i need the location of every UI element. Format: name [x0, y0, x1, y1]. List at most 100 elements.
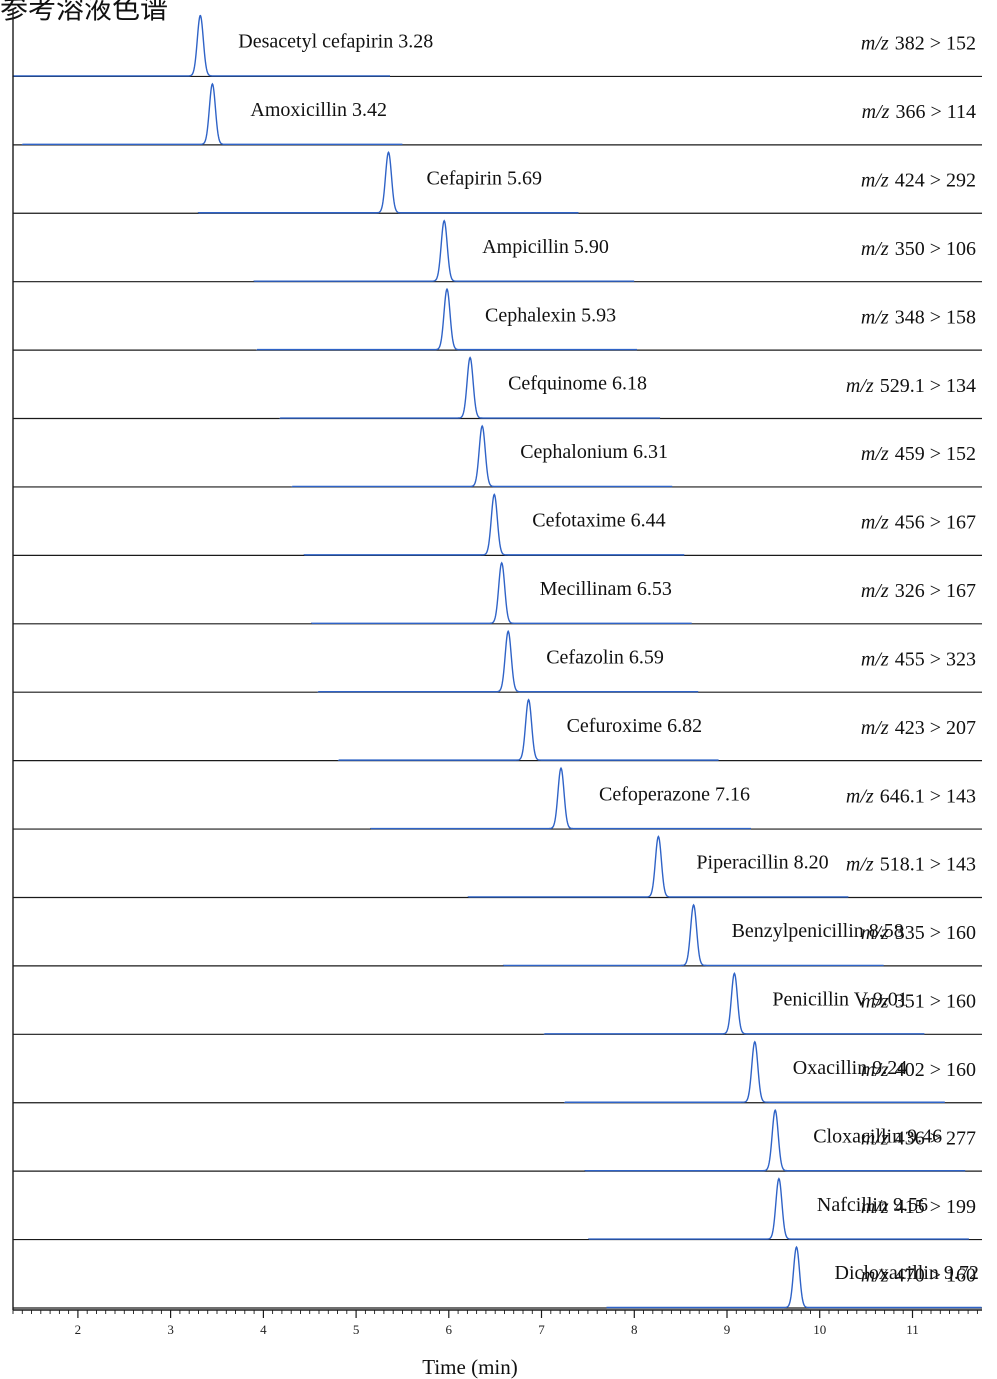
transition-value: 382 > 152 [895, 33, 976, 55]
signal-trace [588, 1177, 969, 1240]
transition-label: m/z 335 > 160 [861, 922, 976, 944]
signal-trace [337, 698, 719, 761]
signal-trace [317, 629, 699, 693]
chromatogram-panel: Cefazolin 6.59 m/z 455 > 323 [13, 629, 982, 693]
mz-prefix: m/z [861, 238, 889, 260]
chromatogram-panel: Cefquinome 6.18 m/z 529.1 > 134 [13, 356, 982, 420]
compound-label: Cefapirin 5.69 [427, 168, 543, 190]
signal-trace [584, 1108, 966, 1172]
signal-trace [606, 1245, 982, 1309]
chromatogram-panels: Desacetyl cefapirin 3.28 m/z 382 > 152 Amox… [12, 10, 982, 1310]
compound-label: Oxacillin 9.24 [793, 1057, 907, 1079]
transition-label: m/z 326 > 167 [861, 580, 976, 602]
transition-label: m/z 351 > 160 [861, 991, 976, 1013]
signal-trace [12, 14, 390, 77]
time-axis: 2 3 4 5 6 7 8 9 10 11 [12, 1309, 982, 1337]
chromatogram-panel: Nafcillin 9.56m/z 415 > 199 [13, 1177, 982, 1241]
compound-label: Nafcillin 9.56 [817, 1194, 928, 1216]
x-tick-label: 5 [353, 1322, 360, 1337]
chromatogram-panel: Cephalonium 6.31 m/z 459 > 152 [13, 424, 982, 488]
mz-prefix: m/z [846, 854, 874, 876]
compound-label: Cephalexin 5.93 [485, 304, 616, 326]
mz-prefix: m/z [861, 1264, 889, 1286]
chromatogram-panel: Cloxacillin 9.46m/z 436 > 277 [13, 1108, 982, 1172]
transition-value: 529.1 > 134 [880, 375, 976, 397]
chromatogram-panel: Dicloxacillin 9.72m/z 470 > 160 [13, 1245, 982, 1309]
x-tick-label: 9 [724, 1322, 731, 1337]
x-tick-label: 4 [260, 1322, 267, 1337]
transition-value: 348 > 158 [895, 306, 976, 328]
signal-trace [502, 903, 884, 967]
mz-prefix: m/z [861, 1059, 889, 1081]
mz-prefix: m/z [861, 1127, 889, 1149]
mz-prefix: m/z [861, 1196, 889, 1218]
mz-prefix: m/z [846, 375, 874, 397]
transition-value: 646.1 > 143 [880, 785, 976, 807]
transition-label: m/z 402 > 160 [861, 1059, 976, 1081]
transition-label: m/z 424 > 292 [861, 170, 976, 192]
x-tick-label: 6 [446, 1322, 453, 1337]
transition-label: m/z 455 > 323 [861, 649, 976, 671]
transition-label: m/z 459 > 152 [861, 443, 976, 465]
transition-label: m/z 348 > 158 [861, 306, 976, 328]
compound-label: Cefotaxime 6.44 [532, 510, 665, 532]
compound-label: Cefoperazone 7.16 [599, 783, 750, 805]
signal-trace [311, 561, 692, 624]
transition-label: m/z 423 > 207 [861, 717, 976, 739]
transition-value: 424 > 292 [895, 170, 976, 192]
chromatogram-panel: Cefoperazone 7.16 m/z 646.1 > 143 [13, 766, 982, 830]
transition-value: 402 > 160 [895, 1059, 976, 1081]
mz-prefix: m/z [861, 306, 889, 328]
chromatogram-panel: Cefapirin 5.69 m/z 424 > 292 [13, 150, 982, 214]
mz-prefix: m/z [861, 580, 889, 602]
compound-label: Cephalonium 6.31 [520, 441, 668, 463]
compound-label: Cefuroxime 6.82 [567, 715, 703, 737]
compound-label: Piperacillin 8.20 [696, 852, 828, 874]
transition-label: m/z 529.1 > 134 [846, 375, 976, 397]
chromatogram-panel: Penicillin V 9.01m/z 351 > 160 [13, 972, 982, 1035]
compound-label: Desacetyl cefapirin 3.28 [238, 31, 433, 53]
transition-label: m/z 470 > 160 [861, 1264, 976, 1286]
chromatogram-panel: Ampicillin 5.90 m/z 350 > 106 [13, 219, 982, 283]
transition-value: 459 > 152 [895, 443, 976, 465]
transition-label: m/z 382 > 152 [861, 33, 976, 55]
mz-prefix: m/z [846, 785, 874, 807]
mz-prefix: m/z [861, 512, 889, 534]
mz-prefix: m/z [862, 101, 890, 123]
compound-label: Dicloxacillin 9.72 [835, 1262, 979, 1284]
compound-label: Amoxicillin 3.42 [250, 99, 387, 121]
transition-value: 350 > 106 [895, 238, 976, 260]
signal-trace [21, 82, 403, 146]
chromatogram-panel: Benzylpenicillin 8.58m/z 335 > 160 [13, 903, 982, 967]
mz-prefix: m/z [861, 717, 889, 739]
mz-prefix: m/z [861, 443, 889, 465]
x-tick-label: 11 [906, 1322, 919, 1337]
compound-label: Ampicillin 5.90 [482, 236, 609, 258]
signal-trace [197, 150, 579, 214]
transition-label: m/z 518.1 > 143 [846, 854, 976, 876]
transition-label: m/z 366 > 114 [862, 101, 976, 123]
transition-label: m/z 456 > 167 [861, 512, 976, 534]
transition-value: 351 > 160 [895, 991, 976, 1013]
transition-value: 518.1 > 143 [880, 854, 976, 876]
mz-prefix: m/z [861, 33, 889, 55]
transition-value: 423 > 207 [895, 717, 976, 739]
transition-value: 415 > 199 [895, 1196, 976, 1218]
transition-label: m/z 436 > 277 [861, 1127, 976, 1149]
compound-label: Penicillin V 9.01 [772, 989, 907, 1011]
transition-label: m/z 350 > 106 [861, 238, 976, 260]
chromatogram-panel: Desacetyl cefapirin 3.28 m/z 382 > 152 [12, 14, 982, 78]
compound-label: Cefquinome 6.18 [508, 373, 647, 395]
signal-trace [253, 219, 635, 282]
mz-prefix: m/z [861, 170, 889, 192]
page-header: 参考溶液色谱 [0, 0, 169, 25]
signal-trace [291, 424, 673, 488]
chromatogram-panel: Cephalexin 5.93 m/z 348 > 158 [13, 287, 982, 351]
chromatogram-panel: Cefuroxime 6.82 m/z 423 > 207 [13, 698, 982, 762]
compound-label: Mecillinam 6.53 [540, 578, 672, 600]
signal-trace [564, 1040, 945, 1103]
x-tick-label: 7 [538, 1322, 545, 1337]
transition-value: 335 > 160 [895, 922, 976, 944]
chromatogram-panel: Cefotaxime 6.44 m/z 456 > 167 [13, 493, 982, 556]
